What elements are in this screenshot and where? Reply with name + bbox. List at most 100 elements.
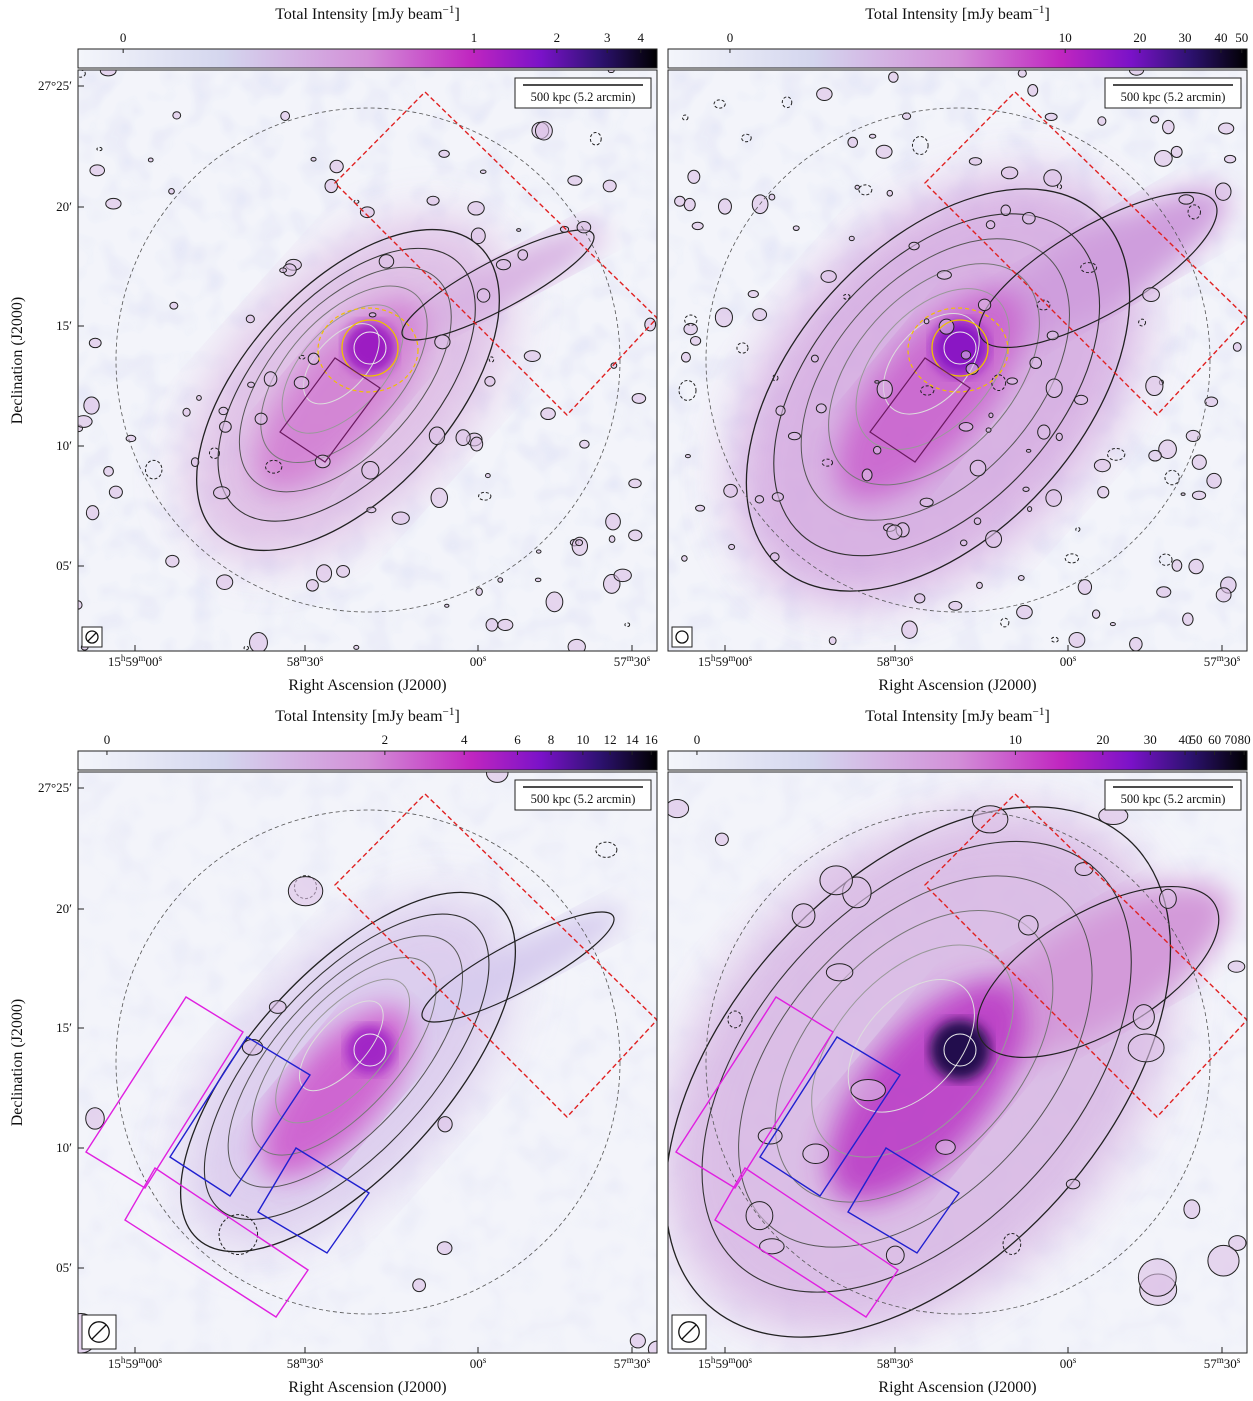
contour xyxy=(605,513,621,531)
x-tick-label: 15h59m00s xyxy=(698,1355,753,1371)
beam xyxy=(675,630,689,644)
colorbar-tick-label: 2 xyxy=(554,30,561,45)
contour xyxy=(444,603,450,608)
colorbar-tick-label: 40 xyxy=(1179,732,1192,747)
contour xyxy=(1142,287,1160,302)
contour xyxy=(668,806,1172,1338)
contour xyxy=(430,487,449,509)
contour xyxy=(988,412,994,419)
negative-contour xyxy=(353,199,360,204)
contour xyxy=(958,422,974,432)
colorbar-tick-label: 8 xyxy=(548,732,555,747)
colorbar-tick-label: 40 xyxy=(1214,30,1227,45)
scale-box xyxy=(514,77,652,109)
contour xyxy=(1214,182,1232,201)
contour xyxy=(1097,486,1110,499)
contour xyxy=(85,1107,105,1130)
contour xyxy=(976,885,1220,1059)
contour xyxy=(103,465,114,477)
contour xyxy=(969,459,987,477)
contour xyxy=(683,197,696,212)
contour xyxy=(88,337,102,349)
contour xyxy=(1074,394,1089,406)
r500-circle xyxy=(115,809,621,1315)
colorbar-tick-label: 10 xyxy=(1059,30,1072,45)
contour xyxy=(366,506,377,514)
negative-contour xyxy=(684,314,698,326)
colorbar-tick-label: 0 xyxy=(120,30,127,45)
contour xyxy=(241,1038,264,1056)
contour xyxy=(238,266,452,493)
contour xyxy=(484,472,491,479)
contour xyxy=(368,312,377,318)
colorbar-tick-label: 4 xyxy=(638,30,645,45)
x-tick-label: 57m30s xyxy=(614,653,651,669)
contour xyxy=(1097,116,1107,126)
contour xyxy=(1228,1235,1247,1251)
contour xyxy=(901,112,912,120)
contour xyxy=(680,351,691,363)
filament xyxy=(966,187,1230,353)
contour xyxy=(610,362,618,369)
contour xyxy=(476,288,491,303)
y-tick-label: 27°25′ xyxy=(38,78,72,93)
contour xyxy=(1148,449,1162,462)
contour xyxy=(752,308,768,322)
colorbar-tick-label: 1 xyxy=(471,30,478,45)
negative-contour xyxy=(1164,469,1180,486)
colorbar-tick-label: 12 xyxy=(604,732,617,747)
colorbar-label: Total Intensity [mJy beam−1] xyxy=(275,706,460,725)
contour xyxy=(1232,342,1242,352)
contour xyxy=(467,201,485,216)
negative-contour xyxy=(772,374,779,382)
contour xyxy=(943,331,977,365)
contour xyxy=(428,426,446,446)
contour xyxy=(1156,586,1172,598)
contour xyxy=(1127,1033,1165,1063)
contour xyxy=(576,221,592,234)
colorbar-tick-label: 50 xyxy=(1235,30,1248,45)
contour xyxy=(249,632,268,651)
contour xyxy=(791,903,816,928)
contour xyxy=(1027,84,1039,97)
contour xyxy=(819,865,853,896)
image xyxy=(668,70,1247,651)
negative-contour xyxy=(1000,617,1010,628)
contour xyxy=(217,247,476,522)
contour xyxy=(745,1201,774,1231)
frame xyxy=(77,771,658,1354)
contour xyxy=(182,407,191,417)
contour xyxy=(923,318,930,325)
contour xyxy=(485,772,509,783)
negative-contour xyxy=(218,1214,259,1255)
colorbar-label: Total Intensity [mJy beam−1] xyxy=(865,4,1050,23)
contour xyxy=(811,944,1015,1158)
negative-contour xyxy=(96,146,103,152)
contour xyxy=(1018,915,1039,936)
beam-box xyxy=(671,626,693,648)
region xyxy=(279,357,381,463)
contour xyxy=(1149,115,1160,124)
contour xyxy=(1215,587,1232,603)
x-axis-label: Right Ascension (J2000) xyxy=(878,1379,1036,1396)
frame xyxy=(667,771,1248,1354)
contour xyxy=(1158,439,1177,460)
colorbar-tick-label: 4 xyxy=(461,732,468,747)
core xyxy=(344,322,396,374)
contour xyxy=(78,415,93,428)
x-tick-label: 58m30s xyxy=(287,653,324,669)
contour xyxy=(886,524,903,540)
contour xyxy=(1109,622,1116,627)
negative-contour xyxy=(842,293,851,300)
blue-region xyxy=(847,1147,960,1254)
contour xyxy=(1188,558,1204,575)
blue-region xyxy=(257,1147,370,1254)
contour xyxy=(1191,490,1207,501)
x-tick-label: 00s xyxy=(470,653,487,669)
contour xyxy=(436,1241,453,1256)
contour xyxy=(607,70,615,74)
contour xyxy=(1204,396,1219,407)
contour xyxy=(908,241,920,251)
contour xyxy=(361,461,380,480)
